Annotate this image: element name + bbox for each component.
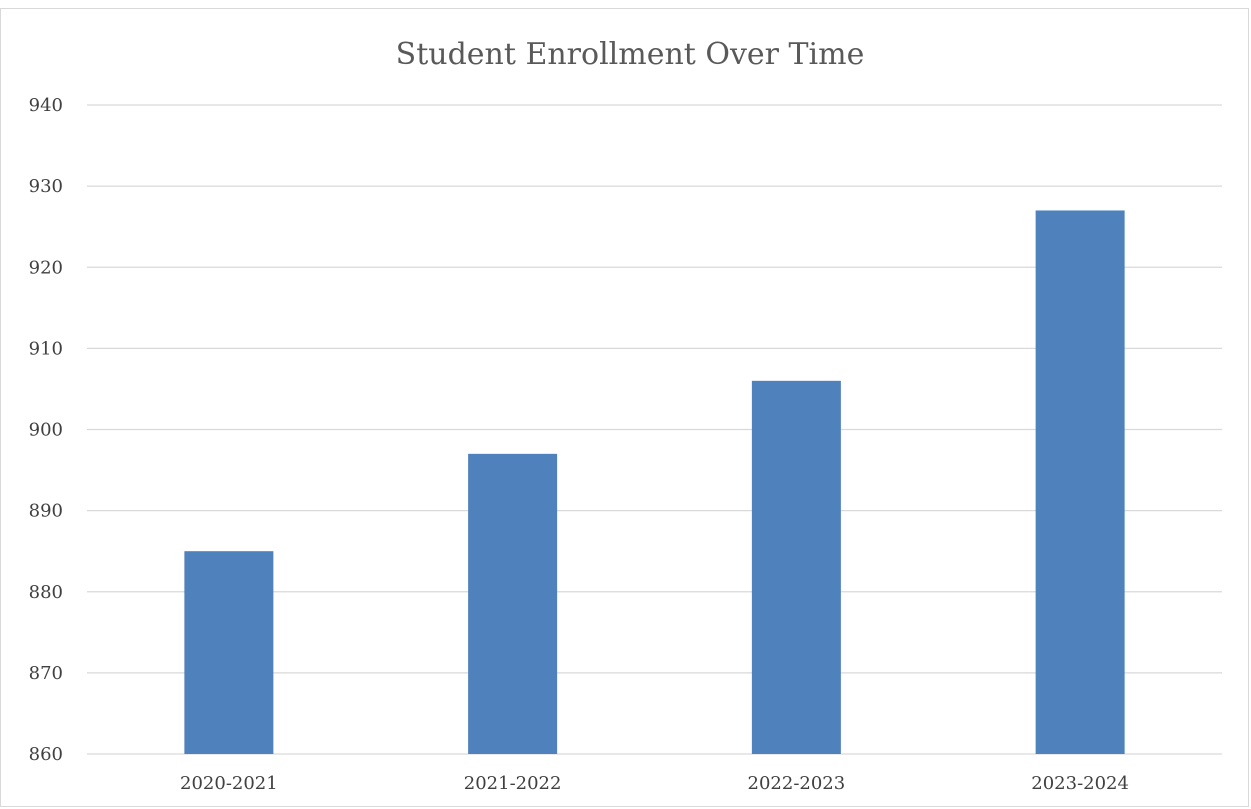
y-tick-label: 860 xyxy=(29,744,63,765)
y-tick-label: 940 xyxy=(29,95,63,116)
bar-2020-2021 xyxy=(184,551,274,754)
y-axis-tick-labels: 860 870 880 890 900 910 920 930 940 xyxy=(29,95,63,765)
x-tick-label: 2023-2024 xyxy=(1031,773,1129,794)
x-tick-label: 2020-2021 xyxy=(180,773,278,794)
y-tick-label: 910 xyxy=(29,338,63,359)
bar-2021-2022 xyxy=(468,453,558,754)
bar-2022-2023 xyxy=(751,380,841,754)
bar-2023-2024 xyxy=(1035,210,1125,754)
x-tick-label: 2022-2023 xyxy=(748,773,846,794)
chart-title: Student Enrollment Over Time xyxy=(396,37,865,72)
y-tick-label: 930 xyxy=(29,176,63,197)
y-tick-label: 880 xyxy=(29,582,63,603)
y-tick-label: 870 xyxy=(29,663,63,684)
y-tick-label: 920 xyxy=(29,257,63,278)
x-axis-tick-labels: 2020-2021 2021-2022 2022-2023 2023-2024 xyxy=(180,773,1129,794)
y-tick-label: 900 xyxy=(29,420,63,441)
y-tick-label: 890 xyxy=(29,501,63,522)
bars xyxy=(184,210,1125,754)
gridlines xyxy=(87,104,1222,755)
x-tick-label: 2021-2022 xyxy=(464,773,562,794)
